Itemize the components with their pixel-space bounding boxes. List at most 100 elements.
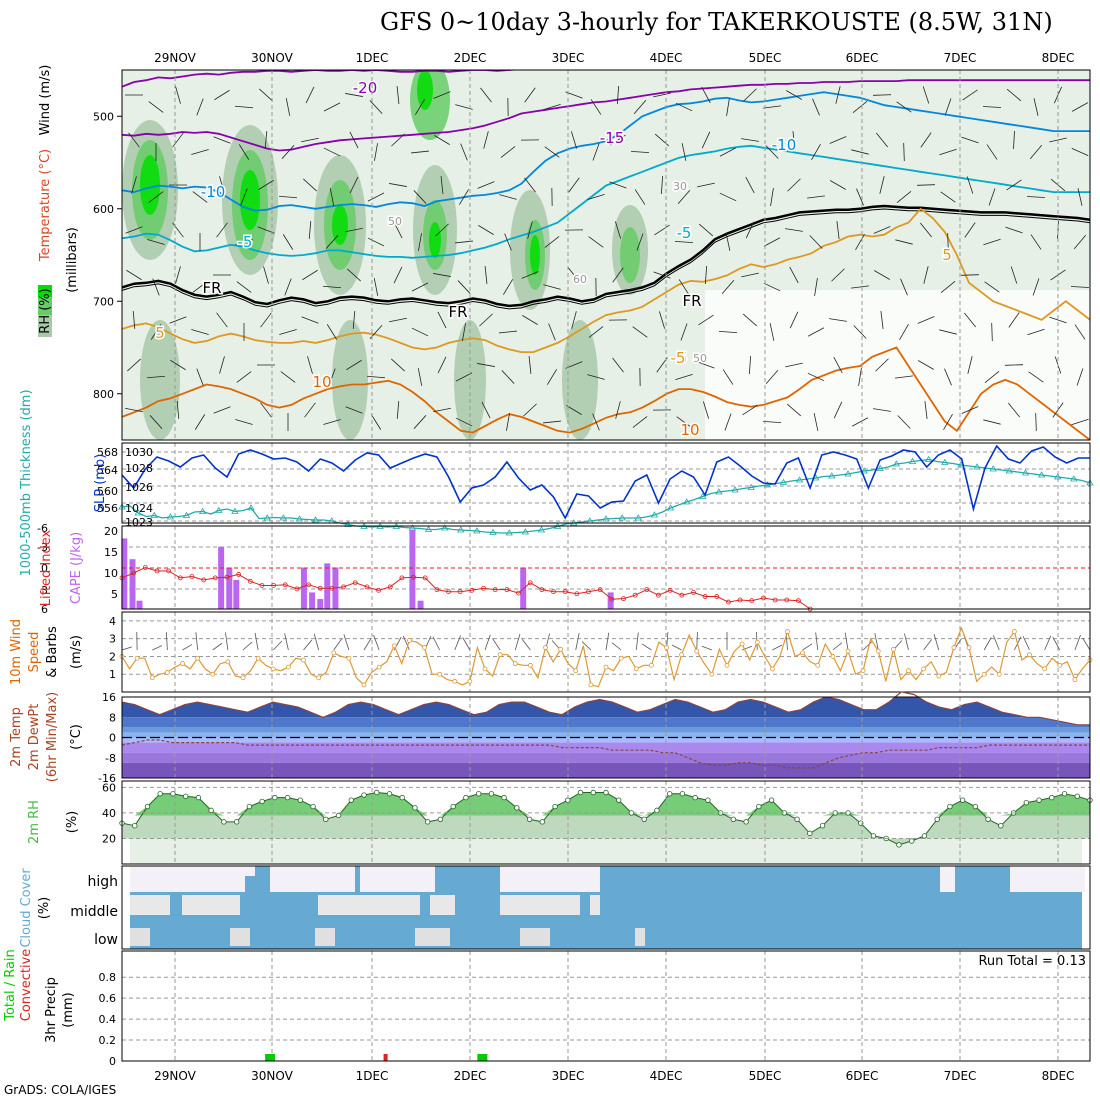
label-precip-c: 3hr Precip	[44, 977, 59, 1043]
cape-bar-2	[136, 600, 143, 609]
wind-barb	[343, 634, 350, 651]
wind-barb	[701, 645, 713, 651]
thickness-marker	[1005, 467, 1014, 474]
label-t2m-c: (6hr Min/Max)	[45, 692, 60, 782]
rh-marker	[144, 803, 151, 810]
upper-wind-barb	[527, 221, 533, 239]
contour-label-10: 5	[155, 324, 165, 342]
upper-wind-barb	[125, 226, 143, 234]
rh-marker	[335, 812, 342, 819]
upper-wind-barb	[765, 369, 779, 385]
thickness-marker	[618, 514, 626, 521]
upper-wind-barb	[305, 86, 315, 104]
upper-wind-barb	[1071, 102, 1089, 112]
upper-wind-barb	[1028, 371, 1044, 383]
rh-region-19	[140, 320, 180, 440]
upper-wind-barb	[616, 85, 620, 105]
upper-wind-barb	[345, 93, 363, 97]
upper-wind-barb	[172, 222, 184, 238]
rh-marker	[272, 794, 278, 801]
ytick-label-600: 600	[93, 203, 114, 216]
wind-barb	[225, 632, 229, 651]
contour-t_m20	[122, 70, 522, 88]
wind-tick-2: 2	[109, 650, 116, 663]
wind-barb	[432, 636, 440, 651]
temp-tick-16: 16	[102, 691, 116, 704]
upper-wind-barb	[434, 135, 450, 145]
upper-wind-barb	[547, 369, 557, 385]
upper-wind-barb	[213, 136, 231, 144]
upper-wind-barb	[238, 144, 250, 160]
wind-barb	[581, 641, 592, 651]
wind-marker	[966, 645, 972, 650]
upper-wind-barb	[895, 239, 913, 245]
upper-wind-barb	[548, 323, 556, 341]
li-marker	[574, 591, 580, 597]
upper-wind-barb	[522, 315, 538, 325]
li-marker	[212, 575, 218, 581]
rh-region-16	[620, 227, 640, 283]
thickness-marker	[747, 483, 755, 490]
upper-wind-barb	[851, 149, 869, 155]
date-top-8DEC: 8DEC	[1042, 51, 1075, 65]
upper-wind-barb	[702, 401, 710, 419]
thickness-marker	[634, 514, 642, 521]
cold-band-3	[122, 762, 1090, 778]
upper-wind-barb	[718, 330, 738, 334]
upper-wind-barb	[674, 240, 694, 244]
upper-wind-barb	[745, 176, 755, 194]
wind-barb	[605, 632, 610, 651]
rh-marker	[157, 791, 163, 797]
wind-barb	[904, 633, 909, 651]
li-marker	[387, 584, 393, 590]
upper-wind-barb	[920, 132, 932, 148]
cape-bar-6	[300, 567, 307, 609]
thickness-marker	[182, 511, 191, 518]
upper-wind-barb	[587, 193, 605, 201]
upper-wind-barb	[745, 221, 755, 239]
cloud-low-gap-1	[230, 928, 250, 946]
wind-barb	[983, 637, 992, 651]
upper-wind-barb	[396, 86, 400, 104]
cape-li-panel: 20 15 10 5 -6 -3 0 3 6	[37, 522, 1091, 616]
rh-marker	[348, 797, 354, 803]
thickness-marker	[892, 460, 901, 467]
precip-tick-0: 0	[109, 1055, 116, 1068]
thickness-marker	[408, 524, 417, 531]
wind-barb	[363, 637, 372, 651]
contour-t_5	[122, 207, 1090, 354]
upper-wind-barb	[813, 413, 819, 431]
label-precip-unit: (mm)	[61, 992, 76, 1027]
upper-wind-barb	[920, 222, 932, 238]
upper-wind-barb	[1008, 402, 1020, 418]
upper-wind-barb	[413, 415, 427, 429]
wind-marker	[724, 662, 730, 668]
rh-marker	[437, 816, 444, 823]
rh-marker	[514, 805, 520, 811]
li-marker	[609, 596, 615, 602]
upper-wind-barb	[916, 184, 936, 186]
upper-wind-barb	[1074, 324, 1086, 340]
temp2m-panel: 16 8 0 -8 -16	[98, 691, 1091, 785]
thick-tick-556: 556	[97, 502, 118, 515]
upper-wind-barb	[349, 131, 359, 149]
wind-marker	[754, 639, 760, 645]
upper-wind-barb	[480, 87, 492, 103]
rh-marker	[768, 797, 775, 803]
rh-marker	[259, 798, 265, 805]
rh-marker	[1023, 800, 1030, 806]
wind-marker	[558, 646, 564, 652]
upper-wind-barb	[984, 371, 1000, 383]
upper-wind-barb	[437, 311, 447, 329]
upper-wind-barb	[789, 311, 799, 329]
upper-wind-barb	[477, 363, 495, 367]
rh-marker	[412, 805, 418, 811]
slp-tick-1028: 1028	[125, 462, 153, 475]
li-marker	[189, 574, 195, 579]
li-marker	[492, 587, 498, 593]
contour-label-8: FR	[682, 292, 701, 310]
rh-region-21	[562, 320, 598, 440]
label-rh: RH (%)	[38, 288, 53, 333]
temp2m-line	[121, 691, 1090, 726]
upper-wind-barb	[592, 143, 600, 161]
